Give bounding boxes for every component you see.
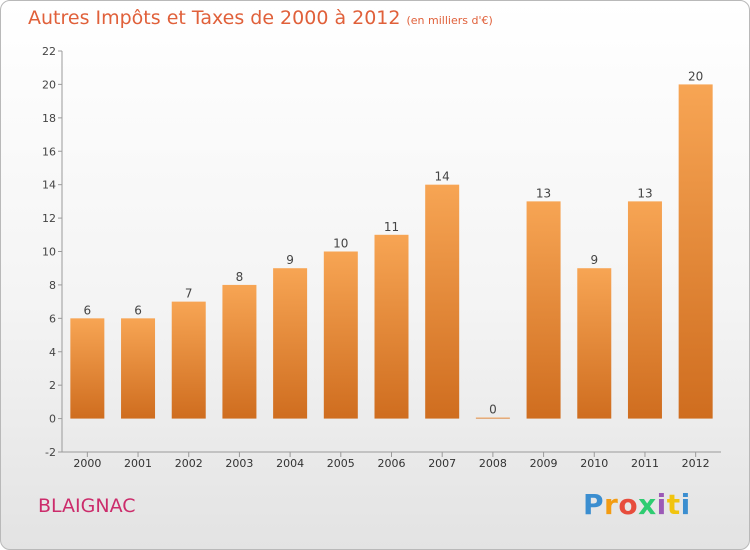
data-label-2008: 0: [489, 403, 497, 417]
x-tick-label-2011: 2011: [631, 457, 659, 470]
bar-2011: [627, 201, 662, 419]
y-tick-label: 6: [49, 312, 56, 325]
data-label-2009: 13: [536, 186, 551, 200]
bar-2007: [425, 184, 460, 419]
y-tick-label: 4: [49, 346, 56, 359]
x-tick-label-2007: 2007: [428, 457, 456, 470]
bar-2010: [577, 268, 612, 419]
proxiti-logo: Proxiti: [583, 488, 691, 521]
x-tick-label-2005: 2005: [327, 457, 355, 470]
x-tick-label-2002: 2002: [175, 457, 203, 470]
y-tick-label: 20: [42, 78, 56, 91]
logo-letter: P: [583, 488, 605, 521]
bar-2003: [222, 284, 257, 419]
bar-2012: [678, 84, 713, 419]
y-tick-label: 0: [49, 413, 56, 426]
bar-2005: [323, 251, 358, 419]
chart-title: Autres Impôts et Taxes de 2000 à 2012 (en…: [28, 7, 493, 29]
y-tick-label: 16: [42, 145, 56, 158]
logo-letter: x: [638, 488, 657, 521]
y-tick-label: 22: [42, 45, 56, 58]
x-tick-label-2003: 2003: [225, 457, 253, 470]
logo-letter: o: [618, 488, 639, 521]
data-label-2001: 6: [134, 303, 142, 317]
y-tick-label: 10: [42, 246, 56, 259]
logo-letter: r: [604, 488, 619, 521]
logo-letter: t: [666, 488, 681, 521]
chart-subtitle: (en milliers d'€): [406, 14, 493, 27]
x-tick-label-2004: 2004: [276, 457, 304, 470]
bar-2004: [273, 268, 308, 419]
y-tick-label: 8: [49, 279, 56, 292]
y-tick-label: 14: [42, 179, 56, 192]
data-label-2007: 14: [435, 170, 450, 184]
x-tick-label-2012: 2012: [682, 457, 710, 470]
logo-letter: i: [656, 488, 667, 521]
bar-2001: [121, 318, 156, 419]
y-tick-label: 12: [42, 212, 56, 225]
location-label: BLAIGNAC: [38, 495, 136, 517]
x-tick-label-2006: 2006: [378, 457, 406, 470]
x-tick-label-2000: 2000: [73, 457, 101, 470]
y-tick-label: 18: [42, 112, 56, 125]
bar-2006: [374, 234, 409, 419]
data-label-2002: 7: [185, 287, 193, 301]
x-tick-label-2001: 2001: [124, 457, 152, 470]
data-label-2006: 11: [384, 220, 399, 234]
y-tick-label: 2: [49, 379, 56, 392]
data-label-2012: 20: [688, 69, 703, 83]
chart-title-text: Autres Impôts et Taxes de 2000 à 2012: [28, 7, 401, 29]
data-label-2011: 13: [637, 186, 652, 200]
data-label-2003: 8: [236, 270, 244, 284]
x-tick-label-2009: 2009: [530, 457, 558, 470]
y-tick-label: -2: [45, 446, 56, 459]
data-label-2000: 6: [84, 303, 92, 317]
data-label-2004: 9: [286, 253, 294, 267]
logo-letter: i: [680, 488, 691, 521]
x-tick-label-2010: 2010: [580, 457, 608, 470]
data-label-2010: 9: [590, 253, 598, 267]
bar-2000: [70, 318, 105, 419]
bar-2009: [526, 201, 561, 419]
data-label-2005: 10: [333, 237, 348, 251]
bar-2008: [475, 417, 510, 419]
x-tick-label-2008: 2008: [479, 457, 507, 470]
bar-2002: [171, 301, 206, 419]
